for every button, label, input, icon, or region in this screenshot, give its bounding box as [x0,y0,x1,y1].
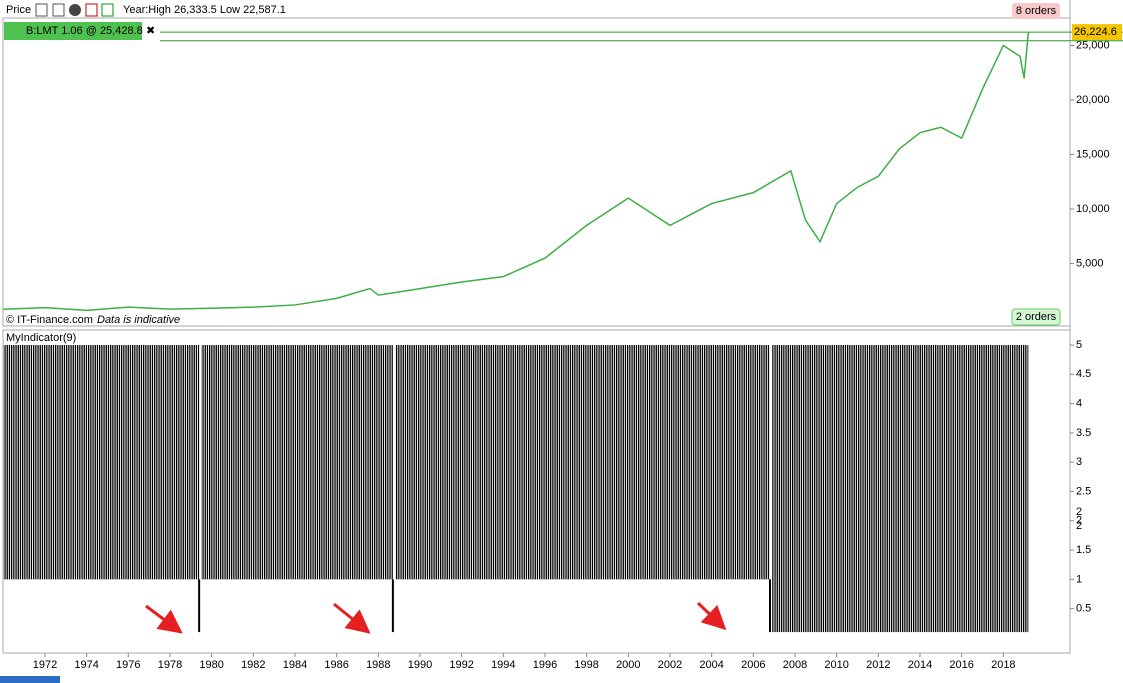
price-tag-label: 26,224.6 [1074,26,1117,38]
x-tick-label: 2002 [658,659,682,671]
y-tick-label: 4 [1076,398,1082,410]
x-tick-label: 1974 [74,659,98,671]
orders-top: 8 orders [1016,5,1057,17]
price-pane [2,17,1071,327]
oscillation-band [394,345,770,580]
x-tick-label: 1998 [574,659,598,671]
x-tick-label: 1972 [33,659,57,671]
pane-title: Price [6,4,31,16]
oscillation-band [201,345,393,580]
x-tick-label: 1978 [158,659,182,671]
indicator-last: 2 [1076,506,1082,518]
toolbar-icons[interactable] [35,3,114,17]
position-label: B:LMT 1.06 @ 25,428.8 [26,25,143,37]
oscillation-band [772,345,1029,633]
x-tick-label: 2018 [991,659,1015,671]
orders-bottom: 2 orders [1016,311,1057,323]
position-tag[interactable] [4,22,142,40]
annotation-arrows [145,601,727,634]
y-tick-label: 10,000 [1076,203,1110,215]
y-tick-label: 3.5 [1076,427,1091,439]
x-tick-label: 1990 [408,659,432,671]
year-info: Year:High 26,333.5 Low 22,587.1 [123,4,286,16]
price-tag [1072,24,1122,41]
x-tick-label: 2016 [949,659,973,671]
y-tick-label: 1 [1076,573,1082,585]
tab[interactable] [0,676,60,683]
y-tick-label: 2 [1076,515,1082,527]
x-tick-label: 1980 [199,659,223,671]
x-tick-label: 1984 [283,659,307,671]
y-tick-label: 5,000 [1076,257,1104,269]
orders-bottom-box[interactable] [1011,308,1061,326]
y-tick-label: 5 [1076,339,1082,351]
x-tick-label: 1976 [116,659,140,671]
x-tick-label: 1982 [241,659,265,671]
x-tick-label: 1996 [533,659,557,671]
copyright: © IT-Finance.com [6,314,93,326]
y-tick-label: 25,000 [1076,39,1110,51]
y-tick-label: 15,000 [1076,148,1110,160]
indicative: Data is indicative [97,314,180,326]
y-tick-label: 0.5 [1076,603,1091,615]
close-x[interactable]: ✖ [146,25,155,37]
x-tick-label: 2012 [866,659,890,671]
x-tick-label: 2000 [616,659,640,671]
y-tick-label: 20,000 [1076,94,1110,106]
oscillation-band [3,345,200,580]
x-tick-label: 1988 [366,659,390,671]
x-tick-label: 2008 [783,659,807,671]
x-tick-label: 2010 [824,659,848,671]
y-tick-label: 1.5 [1076,544,1091,556]
indicator-name: MyIndicator(9) [6,332,76,344]
x-tick-label: 1986 [324,659,348,671]
y-tick-label: 3 [1076,456,1082,468]
x-tick-label: 2004 [699,659,723,671]
x-tick-label: 2006 [741,659,765,671]
x-tick-label: 2014 [908,659,932,671]
indicator-last: 2 [1076,520,1082,532]
price-line-series [3,32,1030,312]
y-tick-label: 2.5 [1076,485,1091,497]
y-tick-label: 4.5 [1076,368,1091,380]
orders-top-box[interactable] [1012,3,1060,19]
x-tick-label: 1992 [449,659,473,671]
x-tick-label: 1994 [491,659,515,671]
